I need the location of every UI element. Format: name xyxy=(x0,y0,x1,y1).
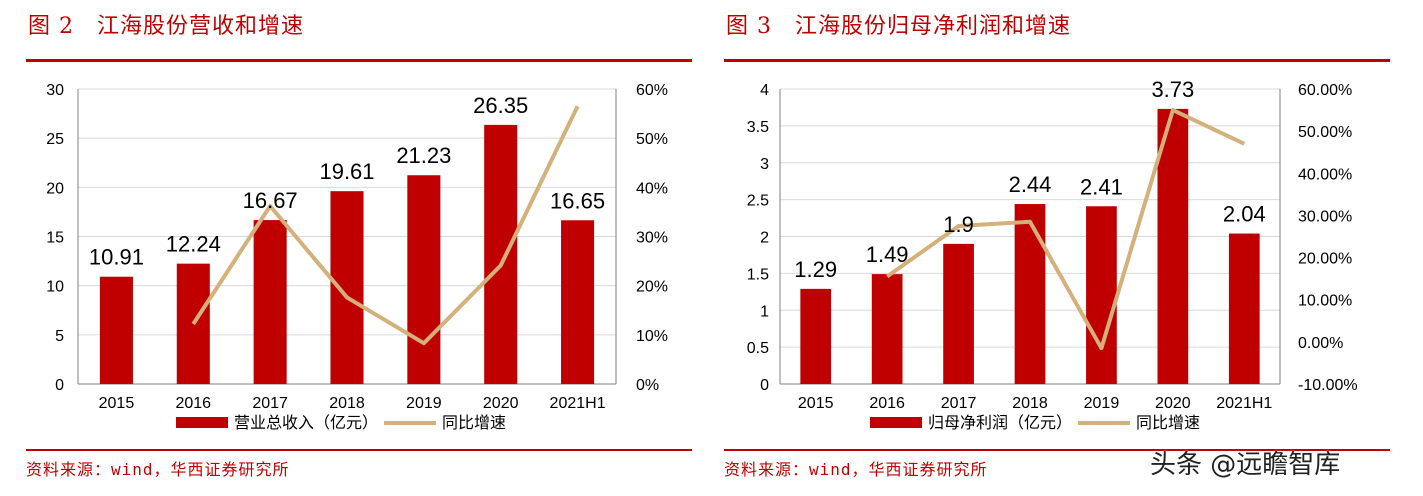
chart3-y2-tick-label: 0.00% xyxy=(1298,335,1343,352)
chart3-x-tick-label: 2019 xyxy=(1084,395,1120,412)
chart2-y-tick-label: 0 xyxy=(55,377,64,394)
chart2-x-tick-label: 2019 xyxy=(406,395,442,412)
chart2-x-tick-label: 2021H1 xyxy=(550,395,606,412)
chart2-data-label: 16.67 xyxy=(243,188,298,213)
chart2-y-tick-label: 30 xyxy=(46,82,64,99)
chart2-legend-line-label: 同比增速 xyxy=(442,414,506,432)
chart2-data-label: 21.23 xyxy=(396,143,451,168)
chart2-x-tick-label: 2020 xyxy=(483,395,519,412)
chart3-data-label: 2.04 xyxy=(1223,202,1266,227)
chart2-bar xyxy=(253,220,287,384)
chart2-data-label: 16.65 xyxy=(550,188,605,213)
chart3-y-tick-label: 3.5 xyxy=(747,119,769,136)
chart3-data-label: 1.29 xyxy=(794,257,837,282)
chart2-y-tick-label: 5 xyxy=(55,328,64,345)
chart3-bar xyxy=(943,243,974,384)
chart3-bar xyxy=(1228,233,1260,384)
chart3-y-tick-label: 3 xyxy=(760,156,769,173)
figure-2-bottom-rule xyxy=(26,449,692,451)
chart2-y2-tick-label: 60% xyxy=(636,82,668,99)
chart3-bar xyxy=(1157,108,1189,384)
chart2-bar xyxy=(99,276,133,384)
figure-3-top-rule xyxy=(724,59,1390,62)
chart3-y2-tick-label: 50.00% xyxy=(1298,124,1352,141)
chart2-growth-line xyxy=(191,105,580,346)
watermark: 头条 @远瞻智库 xyxy=(1150,450,1341,480)
chart3-x-tick-label: 2021H1 xyxy=(1216,395,1272,412)
chart3-bar xyxy=(871,274,903,384)
chart2-bar xyxy=(484,124,518,385)
chart2-data-label: 26.35 xyxy=(473,93,528,118)
chart2-y2-tick-label: 10% xyxy=(636,328,668,345)
chart3-bar xyxy=(800,288,832,384)
chart3-data-label: 2.44 xyxy=(1009,172,1052,197)
chart3-y-tick-label: 0 xyxy=(760,377,769,394)
chart3-y-tick-label: 0.5 xyxy=(747,340,769,357)
figure-2-top-rule xyxy=(26,59,692,62)
chart2-y2-tick-label: 30% xyxy=(636,230,668,247)
chart2-y-tick-label: 20 xyxy=(46,180,64,197)
chart2-y-tick-label: 10 xyxy=(46,279,64,296)
chart3-x-tick-label: 2015 xyxy=(798,395,834,412)
chart3-y-tick-label: 4 xyxy=(760,82,769,99)
chart2-y2-tick-label: 0% xyxy=(636,377,659,394)
chart3-y2-tick-label: 20.00% xyxy=(1298,251,1352,268)
chart3-y-tick-label: 2.5 xyxy=(747,193,769,210)
chart3-data-label: 2.41 xyxy=(1080,174,1123,199)
chart2-y2-tick-label: 40% xyxy=(636,180,668,197)
chart3-x-tick-label: 2016 xyxy=(869,395,905,412)
chart2-data-label: 19.61 xyxy=(319,159,374,184)
chart2-x-tick-label: 2015 xyxy=(99,395,135,412)
chart3-y-tick-label: 1.5 xyxy=(747,266,769,283)
chart3-x-tick-label: 2018 xyxy=(1012,395,1048,412)
chart2-y-tick-label: 15 xyxy=(46,230,64,247)
chart3-data-label: 3.73 xyxy=(1151,77,1194,102)
chart3-y2-tick-label: 10.00% xyxy=(1298,293,1352,310)
chart3-y2-tick-label: 60.00% xyxy=(1298,82,1352,99)
chart2-y2-tick-label: 50% xyxy=(636,131,668,148)
chart3-bar xyxy=(1086,206,1117,384)
figure-3-source: 资料来源：wind，华西证券研究所 xyxy=(724,460,988,479)
chart2-bar xyxy=(330,191,364,384)
chart3-growth-line xyxy=(885,108,1246,351)
chart2-legend-bar-swatch xyxy=(176,417,228,428)
chart3-x-tick-label: 2020 xyxy=(1155,395,1191,412)
chart2-bar xyxy=(561,220,595,384)
chart3-bar xyxy=(1014,204,1046,384)
chart3-x-tick-label: 2017 xyxy=(941,395,977,412)
figure-2-source: 资料来源：wind，华西证券研究所 xyxy=(26,460,290,479)
chart3-y-tick-label: 1 xyxy=(760,303,769,320)
chart2-bar xyxy=(407,175,441,384)
chart2-y2-tick-label: 20% xyxy=(636,279,668,296)
figure-3-title: 图 3 江海股份归母净利润和增速 xyxy=(726,14,1071,39)
chart3-y2-tick-label: 30.00% xyxy=(1298,208,1352,225)
chart3-y-tick-label: 2 xyxy=(760,230,769,247)
chart2-x-tick-label: 2018 xyxy=(329,395,365,412)
chart2-x-tick-label: 2016 xyxy=(175,395,211,412)
chart2-legend-bar-label: 营业总收入（亿元） xyxy=(234,414,378,432)
chart2-data-label: 12.24 xyxy=(166,232,221,257)
chart2-x-tick-label: 2017 xyxy=(252,395,288,412)
chart2-data-label: 10.91 xyxy=(89,245,144,270)
figure-2-title: 图 2 江海股份营收和增速 xyxy=(28,14,304,39)
chart3-y2-tick-label: 40.00% xyxy=(1298,166,1352,183)
chart3-data-label: 1.49 xyxy=(866,242,909,267)
chart2-y-tick-label: 25 xyxy=(46,131,64,148)
chart3-data-label: 1.9 xyxy=(943,212,974,237)
chart3-y2-tick-label: -10.00% xyxy=(1298,377,1358,394)
chart3-legend-line-label: 同比增速 xyxy=(1136,414,1200,432)
chart3-legend-bar-swatch xyxy=(870,417,922,428)
figure-3-bottom-rule xyxy=(724,449,1390,451)
chart3-legend-bar-label: 归母净利润（亿元） xyxy=(928,414,1072,432)
